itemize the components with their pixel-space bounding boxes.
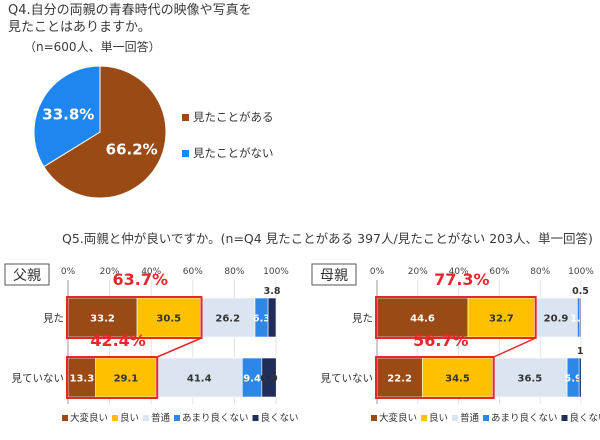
pie-slice: [43, 65, 167, 199]
bar-legend-swatch: [452, 415, 458, 421]
axis-tick-label: 60%: [489, 267, 509, 277]
bar-legend-swatch: [143, 415, 149, 421]
bar-value-label: 30.5: [156, 314, 181, 325]
bar-legend-label: あまり良くない: [182, 412, 249, 424]
highlight-box: [66, 296, 203, 339]
bar-legend-label: 良くない: [261, 412, 299, 424]
pie-slice: [33, 65, 101, 168]
highlight-total-label: 77.3%: [434, 270, 490, 289]
axis-tick-label: 20%: [100, 267, 120, 277]
bar-segment: [579, 297, 582, 338]
bar-segment: [267, 297, 277, 338]
bar-legend-label: あまり良くない: [491, 412, 558, 424]
pie-legend-label: 見たことがある: [193, 110, 274, 124]
q4-title-line2: 見たことはありますか。: [8, 20, 151, 35]
q5-title: Q5.両親と仲が良いですか。(n=Q4 見たことがある 397人/見たことがない…: [62, 231, 593, 246]
q4-sample-note: （n=600人、単一回答）: [24, 40, 161, 54]
axis-tick-label: 0%: [370, 267, 385, 277]
bar-segment: [155, 357, 243, 398]
bar-value-label: 33.2: [90, 314, 115, 325]
category-label: 見ていない: [321, 373, 374, 385]
bar-value-label: 5.9: [564, 374, 582, 385]
bar-segment: [578, 357, 582, 398]
bar-segment: [534, 297, 578, 338]
q4-title: Q4.自分の両親の青春時代の映像や写真を 見たことはありますか。: [8, 2, 252, 36]
bar-value-label: 22.2: [387, 374, 412, 385]
category-label: 見ていない: [12, 373, 65, 385]
axis-tick-label: 100%: [263, 267, 289, 277]
bar-legend-swatch: [483, 415, 489, 421]
highlight-box: [375, 296, 537, 339]
pie-legend-swatch: [182, 150, 189, 157]
highlight-total-label: 42.4%: [90, 331, 146, 350]
bar-value-label: 20.9: [544, 314, 569, 325]
highlight-box: [66, 356, 159, 399]
bar-value-label: 1: [577, 346, 584, 357]
bar-segment: [200, 297, 256, 338]
bar-value-label: 13.3: [69, 374, 94, 385]
axis-tick-label: 0%: [61, 267, 76, 277]
bar-legend-label: 大変良い: [379, 412, 417, 424]
pie-slice-label: 33.8%: [42, 105, 94, 123]
highlight-total-label: 56.7%: [413, 331, 469, 350]
bar-segment: [492, 357, 568, 398]
bar-legend-swatch: [421, 415, 427, 421]
bar-value-label: 32.7: [489, 314, 514, 325]
panel-label-box: [311, 263, 357, 286]
bar-legend-label: 良くない: [570, 412, 600, 424]
bar-value-label: 36.5: [518, 374, 543, 385]
bar-legend-swatch: [112, 415, 118, 421]
axis-tick-label: 100%: [568, 267, 594, 277]
q4-title-line1: Q4.自分の両親の青春時代の映像や写真を: [8, 3, 252, 18]
bar-value-label: 1.3: [570, 314, 587, 325]
axis-tick-label: 80%: [530, 267, 550, 277]
bar-value-label: 6.3: [253, 314, 271, 325]
axis-tick-label: 20%: [408, 267, 428, 277]
highlight-total-label: 63.7%: [112, 270, 168, 289]
pie-legend-swatch: [182, 114, 189, 121]
bar-legend-label: 普通: [460, 412, 480, 424]
bar-legend-swatch: [252, 415, 259, 421]
highlight-connector: [156, 337, 202, 358]
pie-legend-label: 見たことがない: [193, 146, 274, 160]
bar-value-label: 44.6: [410, 314, 435, 325]
panel-label: 母親: [320, 268, 348, 284]
category-label: 見た: [43, 313, 64, 325]
bar-legend-swatch: [62, 415, 68, 421]
axis-tick-label: 80%: [224, 267, 244, 277]
category-label: 見た: [352, 313, 373, 325]
bar-legend-label: 大変良い: [70, 412, 108, 424]
axis-tick-label: 60%: [183, 267, 203, 277]
bar-segment: [95, 357, 157, 398]
bar-legend-label: 普通: [151, 412, 171, 424]
bar-segment: [467, 297, 535, 338]
pie-slice-label: 66.2%: [106, 141, 158, 159]
bar-value-label: 0.5: [572, 286, 589, 297]
bar-legend-swatch: [561, 415, 568, 421]
bar-value-label: 41.4: [187, 374, 212, 385]
bar-value-label: 29.1: [114, 374, 139, 385]
bar-segment: [67, 357, 96, 398]
highlight-connector: [493, 337, 537, 358]
bar-segment: [261, 357, 277, 398]
axis-tick-label: 40%: [141, 267, 161, 277]
bar-legend-swatch: [371, 415, 377, 421]
bar-value-label: 34.5: [445, 374, 470, 385]
bar-segment: [376, 357, 423, 398]
bar-legend-label: 良い: [429, 412, 448, 424]
bar-value-label: 3.8: [264, 286, 281, 297]
bar-legend-swatch: [174, 415, 180, 421]
axis-tick-label: 40%: [449, 267, 469, 277]
panel-label: 父親: [13, 268, 41, 284]
highlight-box: [375, 356, 495, 399]
bar-value-label: 9.4: [243, 374, 261, 385]
panel-label-box: [4, 263, 50, 286]
bar-legend-label: 良い: [120, 412, 139, 424]
bar-value-label: 26.2: [215, 314, 240, 325]
bar-value-label: 6.9: [260, 374, 278, 385]
